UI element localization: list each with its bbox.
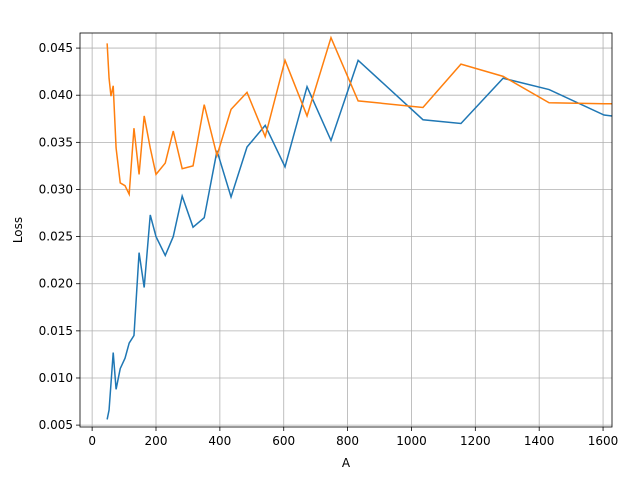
y-tick-label: 0.045: [39, 41, 73, 55]
x-axis-label: A: [342, 456, 351, 470]
x-tick-label: 1400: [524, 434, 555, 448]
x-tick-label: 600: [272, 434, 295, 448]
x-tick-label: 800: [336, 434, 359, 448]
x-tick-label: 0: [88, 434, 96, 448]
y-tick-label: 0.015: [39, 324, 73, 338]
axes-frame: [79, 32, 613, 428]
y-tick-label: 0.025: [39, 230, 73, 244]
x-tick-label: 1600: [588, 434, 619, 448]
y-tick-label: 0.020: [39, 277, 73, 291]
y-tick-label: 0.035: [39, 135, 73, 149]
x-tick-label: 400: [208, 434, 231, 448]
x-tick-label: 1200: [460, 434, 491, 448]
x-tick-label: 200: [145, 434, 168, 448]
line-series: [106, 59, 613, 420]
y-tick-label: 0.005: [39, 418, 73, 432]
y-axis-label: Loss: [11, 217, 25, 243]
y-tick-label: 0.040: [39, 88, 73, 102]
x-tick-label: 1000: [396, 434, 427, 448]
y-tick-label: 0.010: [39, 371, 73, 385]
line-series: [106, 35, 612, 198]
y-tick-label: 0.030: [39, 182, 73, 196]
